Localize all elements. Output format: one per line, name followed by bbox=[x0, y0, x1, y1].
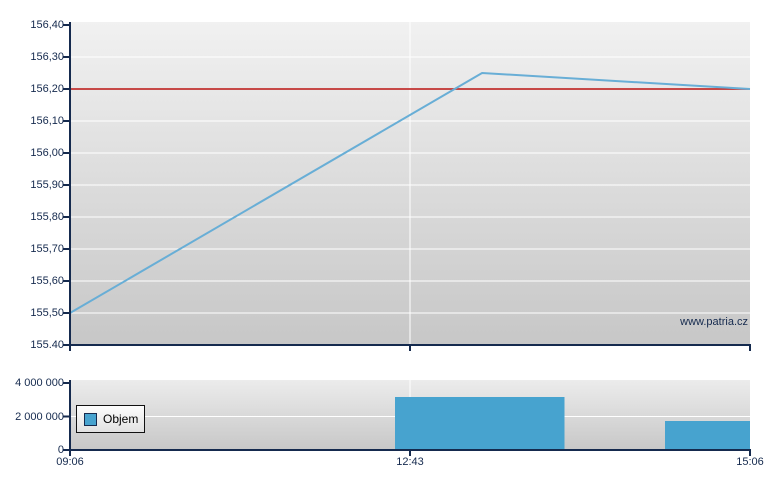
y-tick-label: 156,00 bbox=[30, 147, 64, 159]
volume-bar bbox=[395, 397, 565, 450]
y-tick-label: 156,40 bbox=[30, 19, 64, 31]
watermark-text: www.patria.cz bbox=[680, 316, 748, 328]
y-tick-label: 155,80 bbox=[30, 211, 64, 223]
y-tick-label: 155,50 bbox=[30, 307, 64, 319]
volume-bar bbox=[665, 421, 750, 450]
y-tick-label: 156,20 bbox=[30, 83, 64, 95]
y-tick-label: 155,70 bbox=[30, 243, 64, 255]
x-tick-label: 15:06 bbox=[736, 456, 764, 468]
volume-legend: Objem bbox=[76, 405, 145, 433]
y-tick-label: 155.40 bbox=[30, 339, 64, 351]
y-tick-label: 2 000 000 bbox=[15, 410, 64, 423]
y-tick-label: 4 000 000 bbox=[15, 377, 64, 389]
y-tick-label: 156,10 bbox=[30, 115, 64, 127]
x-tick-label: 09:06 bbox=[56, 456, 84, 468]
legend-label: Objem bbox=[103, 412, 139, 426]
y-tick-label: 156,30 bbox=[30, 51, 64, 63]
y-tick-label: 0 bbox=[57, 444, 64, 456]
legend-swatch-icon bbox=[84, 412, 97, 426]
y-tick-label: 155,60 bbox=[30, 275, 64, 287]
x-tick-label: 12:43 bbox=[396, 456, 424, 468]
y-tick-label: 155,90 bbox=[30, 179, 64, 191]
price-line-series bbox=[69, 72, 751, 314]
